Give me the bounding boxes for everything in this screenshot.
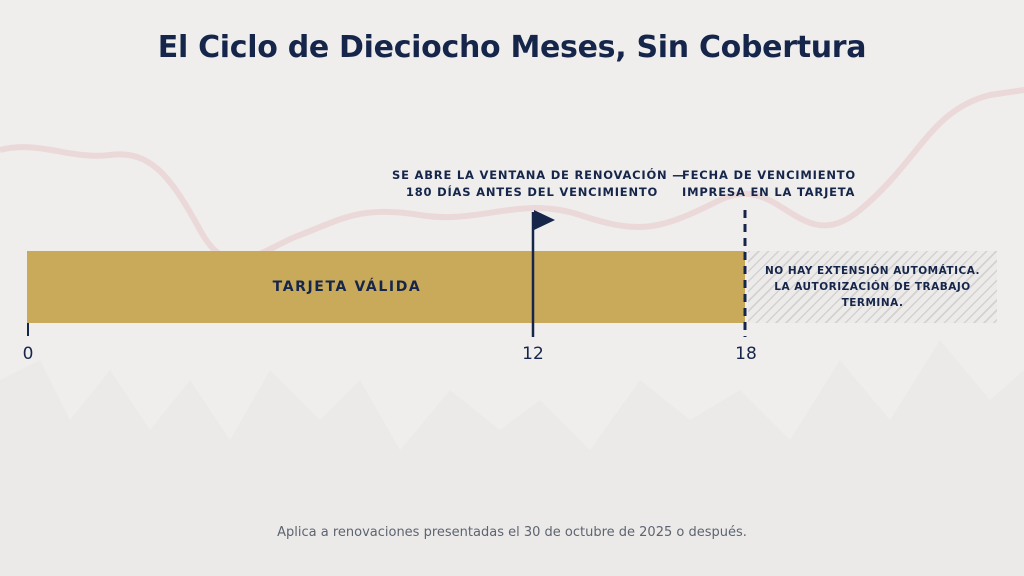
tick-label-18: 18 — [735, 344, 757, 364]
valid-card-bar: TARJETA VÁLIDA — [27, 251, 745, 323]
expiry-date-annotation: FECHA DE VENCIMIENTO IMPRESA EN LA TARJE… — [682, 167, 856, 201]
renewal-annotation-line1: SE ABRE LA VENTANA DE RENOVACIÓN — — [392, 168, 685, 182]
no-extension-line1: NO HAY EXTENSIÓN AUTOMÁTICA. — [764, 265, 981, 277]
tick-label-12: 12 — [522, 344, 544, 364]
tick-label-0: 0 — [22, 344, 34, 364]
expiry-annotation-line1: FECHA DE VENCIMIENTO — [682, 168, 857, 182]
expiry-annotation-line2: IMPRESA EN LA TARJETA — [682, 185, 856, 199]
valid-card-label: TARJETA VÁLIDA — [272, 279, 422, 295]
no-extension-line2: LA AUTORIZACIÓN DE TRABAJO TERMINA. — [774, 281, 971, 309]
no-extension-text: NO HAY EXTENSIÓN AUTOMÁTICA. LA AUTORIZA… — [748, 251, 997, 323]
page-title: El Ciclo de Dieciocho Meses, Sin Cobertu… — [157, 30, 867, 65]
no-extension-bar: NO HAY EXTENSIÓN AUTOMÁTICA. LA AUTORIZA… — [748, 251, 997, 323]
renewal-annotation-line2: 180 DÍAS ANTES DEL VENCIMIENTO — [405, 185, 659, 199]
footnote: Aplica a renovaciones presentadas el 30 … — [277, 525, 747, 540]
renewal-window-annotation: SE ABRE LA VENTANA DE RENOVACIÓN — 180 D… — [392, 167, 685, 201]
